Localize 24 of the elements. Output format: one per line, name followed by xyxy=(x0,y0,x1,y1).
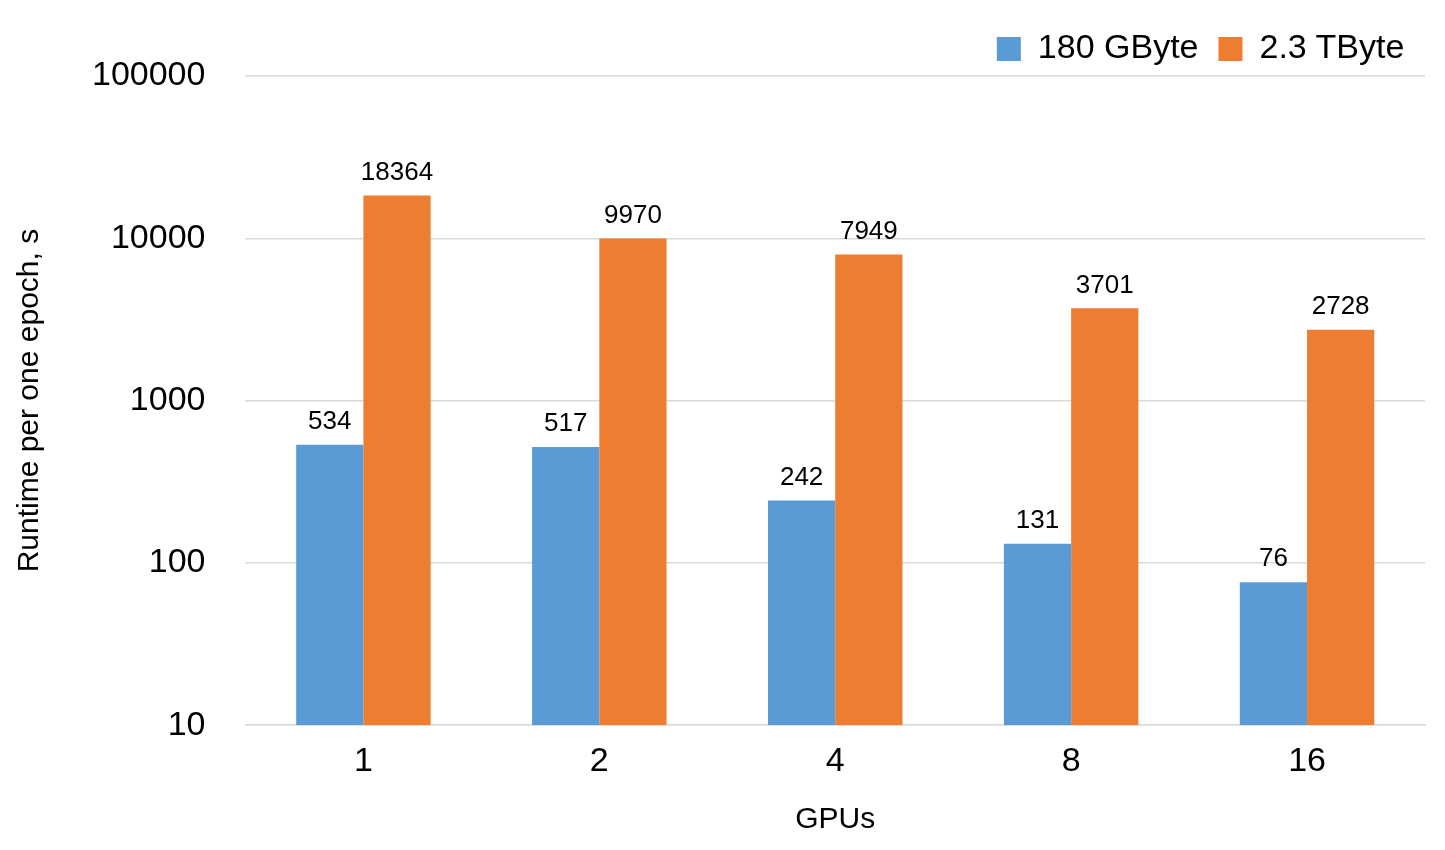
y-axis-title: Runtime per one epoch, s xyxy=(11,228,45,573)
data-label: 534 xyxy=(308,404,352,435)
x-tick-label: 1 xyxy=(353,739,373,778)
x-tick-label: 2 xyxy=(589,739,609,778)
data-label: 517 xyxy=(544,407,588,438)
y-tick-label: 1000 xyxy=(129,378,206,417)
x-tick-label: 16 xyxy=(1288,739,1326,778)
x-axis-title: GPUs xyxy=(795,801,876,835)
data-label: 3701 xyxy=(1075,268,1134,299)
x-tick-label: 8 xyxy=(1061,739,1081,778)
legend-label: 2.3 TByte xyxy=(1259,27,1405,66)
y-tick-label: 10 xyxy=(167,703,206,742)
y-tick-label: 100 xyxy=(148,541,206,580)
data-label: 9970 xyxy=(604,198,662,229)
data-label: 242 xyxy=(779,460,824,491)
x-tick-label: 4 xyxy=(825,739,845,778)
data-label: 76 xyxy=(1258,542,1288,573)
data-label: 131 xyxy=(1015,504,1060,535)
y-tick-label: 10000 xyxy=(110,216,206,255)
data-label: 2728 xyxy=(1311,290,1370,321)
legend-label: 180 GByte xyxy=(1037,27,1199,66)
y-tick-label: 100000 xyxy=(91,54,206,93)
data-label: 7949 xyxy=(839,214,898,245)
data-label: 18364 xyxy=(360,155,434,186)
